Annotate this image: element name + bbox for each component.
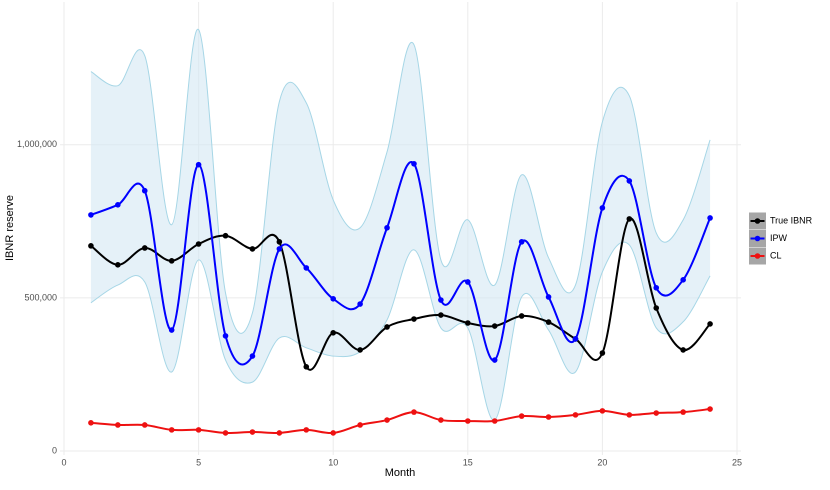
series-point bbox=[465, 418, 471, 424]
series-point bbox=[680, 277, 686, 283]
x-tick-label: 25 bbox=[732, 457, 742, 467]
series-point bbox=[438, 297, 444, 303]
series-point bbox=[88, 420, 94, 426]
series-point bbox=[653, 410, 660, 416]
series-point bbox=[141, 245, 148, 251]
x-tick-label: 15 bbox=[463, 457, 473, 467]
series-point bbox=[168, 327, 175, 333]
series-point bbox=[384, 224, 390, 231]
legend-label: IPW bbox=[770, 233, 788, 243]
series-point bbox=[545, 294, 552, 300]
series-point bbox=[491, 418, 498, 424]
series-point bbox=[411, 160, 417, 167]
band-edge bbox=[90, 29, 711, 334]
x-tick-label: 20 bbox=[597, 457, 607, 467]
series-point bbox=[222, 333, 229, 339]
series-point bbox=[626, 178, 633, 184]
series-point bbox=[438, 417, 444, 423]
series-point bbox=[680, 347, 686, 353]
y-axis-title: IBNR reserve bbox=[4, 195, 16, 261]
series-line bbox=[90, 161, 711, 366]
legend-label: CL bbox=[770, 250, 782, 260]
x-tick-label: 10 bbox=[328, 457, 338, 467]
series-point bbox=[465, 279, 471, 285]
series-point bbox=[303, 265, 310, 271]
legend-label: True IBNR bbox=[770, 215, 813, 225]
series-point bbox=[222, 232, 229, 239]
series-point bbox=[357, 301, 363, 307]
series-point bbox=[303, 363, 310, 370]
series-point bbox=[330, 296, 337, 302]
y-tick-label: 0 bbox=[52, 445, 57, 455]
series-line bbox=[90, 408, 711, 435]
series-point bbox=[195, 241, 202, 247]
series-point bbox=[572, 412, 579, 418]
series-point bbox=[168, 258, 175, 264]
series-point bbox=[357, 422, 363, 428]
series-point bbox=[384, 417, 390, 423]
series-point bbox=[653, 305, 660, 311]
series-point bbox=[115, 262, 121, 268]
legend-key-point bbox=[754, 218, 761, 224]
series-point bbox=[115, 422, 121, 428]
x-tick-label: 5 bbox=[196, 457, 201, 467]
series-point bbox=[411, 409, 417, 415]
series-point bbox=[330, 330, 337, 336]
x-axis-title: Month bbox=[385, 467, 416, 479]
series-point bbox=[707, 321, 713, 327]
series-point bbox=[599, 408, 606, 414]
series-point bbox=[707, 215, 713, 221]
series-point bbox=[491, 357, 498, 363]
series-point bbox=[357, 347, 363, 353]
legend-key-point bbox=[754, 253, 761, 259]
series-point bbox=[88, 212, 94, 218]
series-point bbox=[545, 414, 552, 420]
series-point bbox=[626, 216, 633, 222]
series-point bbox=[572, 336, 579, 342]
series-point bbox=[626, 412, 633, 418]
series-point bbox=[411, 316, 417, 322]
series-point bbox=[599, 205, 606, 211]
series-point bbox=[195, 427, 202, 433]
series-point bbox=[518, 413, 525, 419]
series-point bbox=[518, 239, 525, 245]
series-point bbox=[653, 284, 660, 291]
series-point bbox=[141, 187, 148, 194]
series-point bbox=[249, 246, 256, 252]
series-point bbox=[491, 323, 498, 329]
series-point bbox=[249, 429, 256, 435]
series-point bbox=[141, 422, 148, 428]
series-point bbox=[276, 246, 283, 252]
series-point bbox=[518, 313, 525, 319]
series-point bbox=[545, 319, 552, 325]
series-point bbox=[249, 353, 256, 359]
series-point bbox=[680, 409, 686, 415]
series-point bbox=[707, 406, 713, 412]
series-point bbox=[384, 324, 390, 330]
band-edge bbox=[90, 241, 711, 421]
y-tick-label: 1,000,000 bbox=[17, 139, 57, 149]
series-point bbox=[303, 427, 310, 433]
series-point bbox=[599, 350, 606, 356]
series-point bbox=[168, 427, 175, 433]
legend-key-point bbox=[754, 235, 761, 242]
series-point bbox=[195, 161, 202, 168]
series-point bbox=[330, 430, 337, 436]
series-point bbox=[115, 202, 121, 208]
series-point bbox=[88, 243, 94, 249]
band-fill bbox=[90, 29, 711, 421]
series-point bbox=[465, 320, 471, 326]
y-tick-label: 500,000 bbox=[24, 292, 57, 302]
series-point bbox=[438, 312, 444, 318]
series-point bbox=[222, 430, 229, 436]
series-point bbox=[276, 239, 283, 245]
series-point bbox=[276, 430, 283, 436]
x-tick-label: 0 bbox=[61, 457, 66, 467]
